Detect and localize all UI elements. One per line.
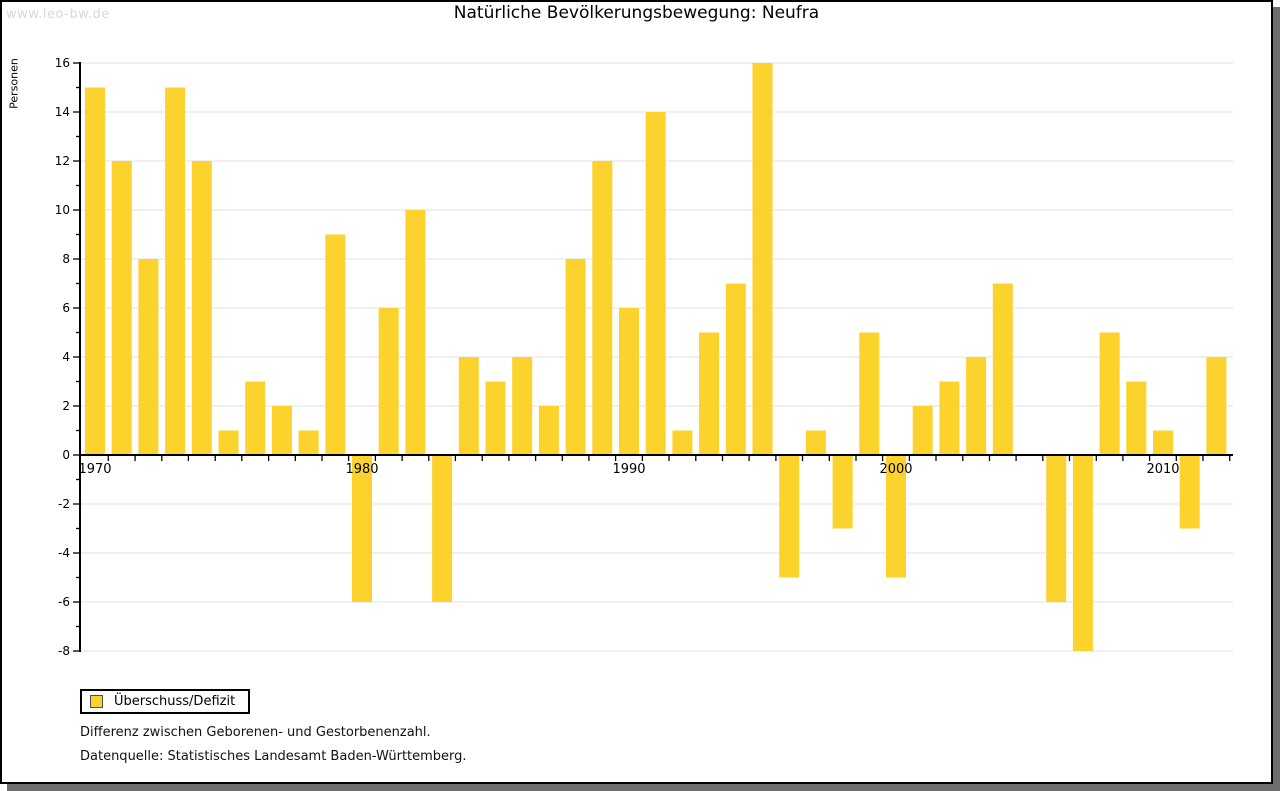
bar-1996 — [779, 456, 800, 578]
bar-2011 — [1179, 456, 1200, 529]
bar-1981 — [378, 308, 399, 454]
legend-box: Überschuss/Defizit — [80, 689, 251, 714]
bar-1990 — [619, 308, 639, 454]
bar-1972 — [138, 259, 159, 454]
y-tick-label: -6 — [58, 595, 70, 609]
y-tick-label: 6 — [62, 301, 70, 315]
bar-2004 — [992, 283, 1013, 454]
bar-1982 — [405, 210, 426, 454]
y-tick-label: 10 — [55, 203, 70, 217]
bar-1989 — [592, 161, 613, 454]
bar-2010 — [1153, 430, 1173, 454]
x-tick-label: 1990 — [612, 462, 645, 477]
y-tick-label: 12 — [55, 154, 70, 168]
bar-1987 — [538, 406, 559, 454]
y-tick-label: 2 — [62, 399, 70, 413]
bar-1975 — [218, 430, 239, 454]
legend-label: Überschuss/Defizit — [114, 694, 236, 709]
bar-1977 — [271, 406, 292, 454]
bar-1995 — [752, 63, 773, 454]
y-tick-label: 14 — [55, 105, 70, 119]
bar-2001 — [912, 406, 933, 454]
y-tick-label: 0 — [62, 448, 70, 462]
bar-2009 — [1126, 381, 1147, 454]
bar-1985 — [485, 381, 506, 454]
bar-1991 — [645, 112, 666, 454]
legend-swatch-icon — [90, 695, 103, 708]
chart-svg: -8 -6 -4 -2 0 2 4 6 8 10 12 14 16 1970 1980 1990 2000 201… — [55, 56, 1233, 658]
footnote-source: Datenquelle: Statistisches Landesamt Bad… — [80, 749, 467, 764]
bar-2000 — [886, 456, 906, 578]
bar-1978 — [298, 430, 319, 454]
bar-1988 — [565, 259, 586, 454]
x-tick-label: 2000 — [879, 462, 912, 477]
bar-1980 — [352, 456, 372, 602]
bar-2008 — [1099, 332, 1120, 454]
watermark: www.leo-bw.de — [6, 7, 110, 22]
x-tick-label: 1980 — [345, 462, 378, 477]
bar-1993 — [699, 332, 720, 454]
bar-2002 — [939, 381, 960, 454]
bar-1971 — [111, 161, 132, 454]
bar-2012 — [1206, 357, 1227, 454]
x-tick-label: 2010 — [1146, 462, 1179, 477]
bar-1986 — [512, 357, 533, 454]
y-tick-label: -4 — [58, 546, 70, 560]
bar-1984 — [458, 357, 479, 454]
bar-1999 — [859, 332, 880, 454]
bar-1970 — [85, 87, 105, 454]
y-tick-label: -8 — [58, 644, 70, 658]
y-tick-label: 16 — [55, 56, 70, 70]
bar-1976 — [245, 381, 266, 454]
footnote-definition: Differenz zwischen Geborenen- und Gestor… — [80, 725, 431, 740]
bar-1983 — [432, 456, 453, 602]
page-title: Natürliche Bevölkerungsbewegung: Neufra — [453, 3, 820, 23]
bar-1992 — [672, 430, 693, 454]
bar-1994 — [725, 283, 746, 454]
bar-1973 — [165, 87, 186, 454]
y-tick-label: 4 — [62, 350, 70, 364]
x-tick-label: 1970 — [78, 462, 111, 477]
bar-1998 — [832, 456, 853, 529]
bar-2007 — [1072, 456, 1093, 651]
bar-2006 — [1046, 456, 1067, 602]
bar-1974 — [191, 161, 212, 454]
y-tick-label: 8 — [62, 252, 70, 266]
bar-1979 — [325, 234, 346, 454]
bar-1997 — [805, 430, 826, 454]
bar-2003 — [966, 357, 987, 454]
y-tick-label: -2 — [58, 497, 70, 511]
